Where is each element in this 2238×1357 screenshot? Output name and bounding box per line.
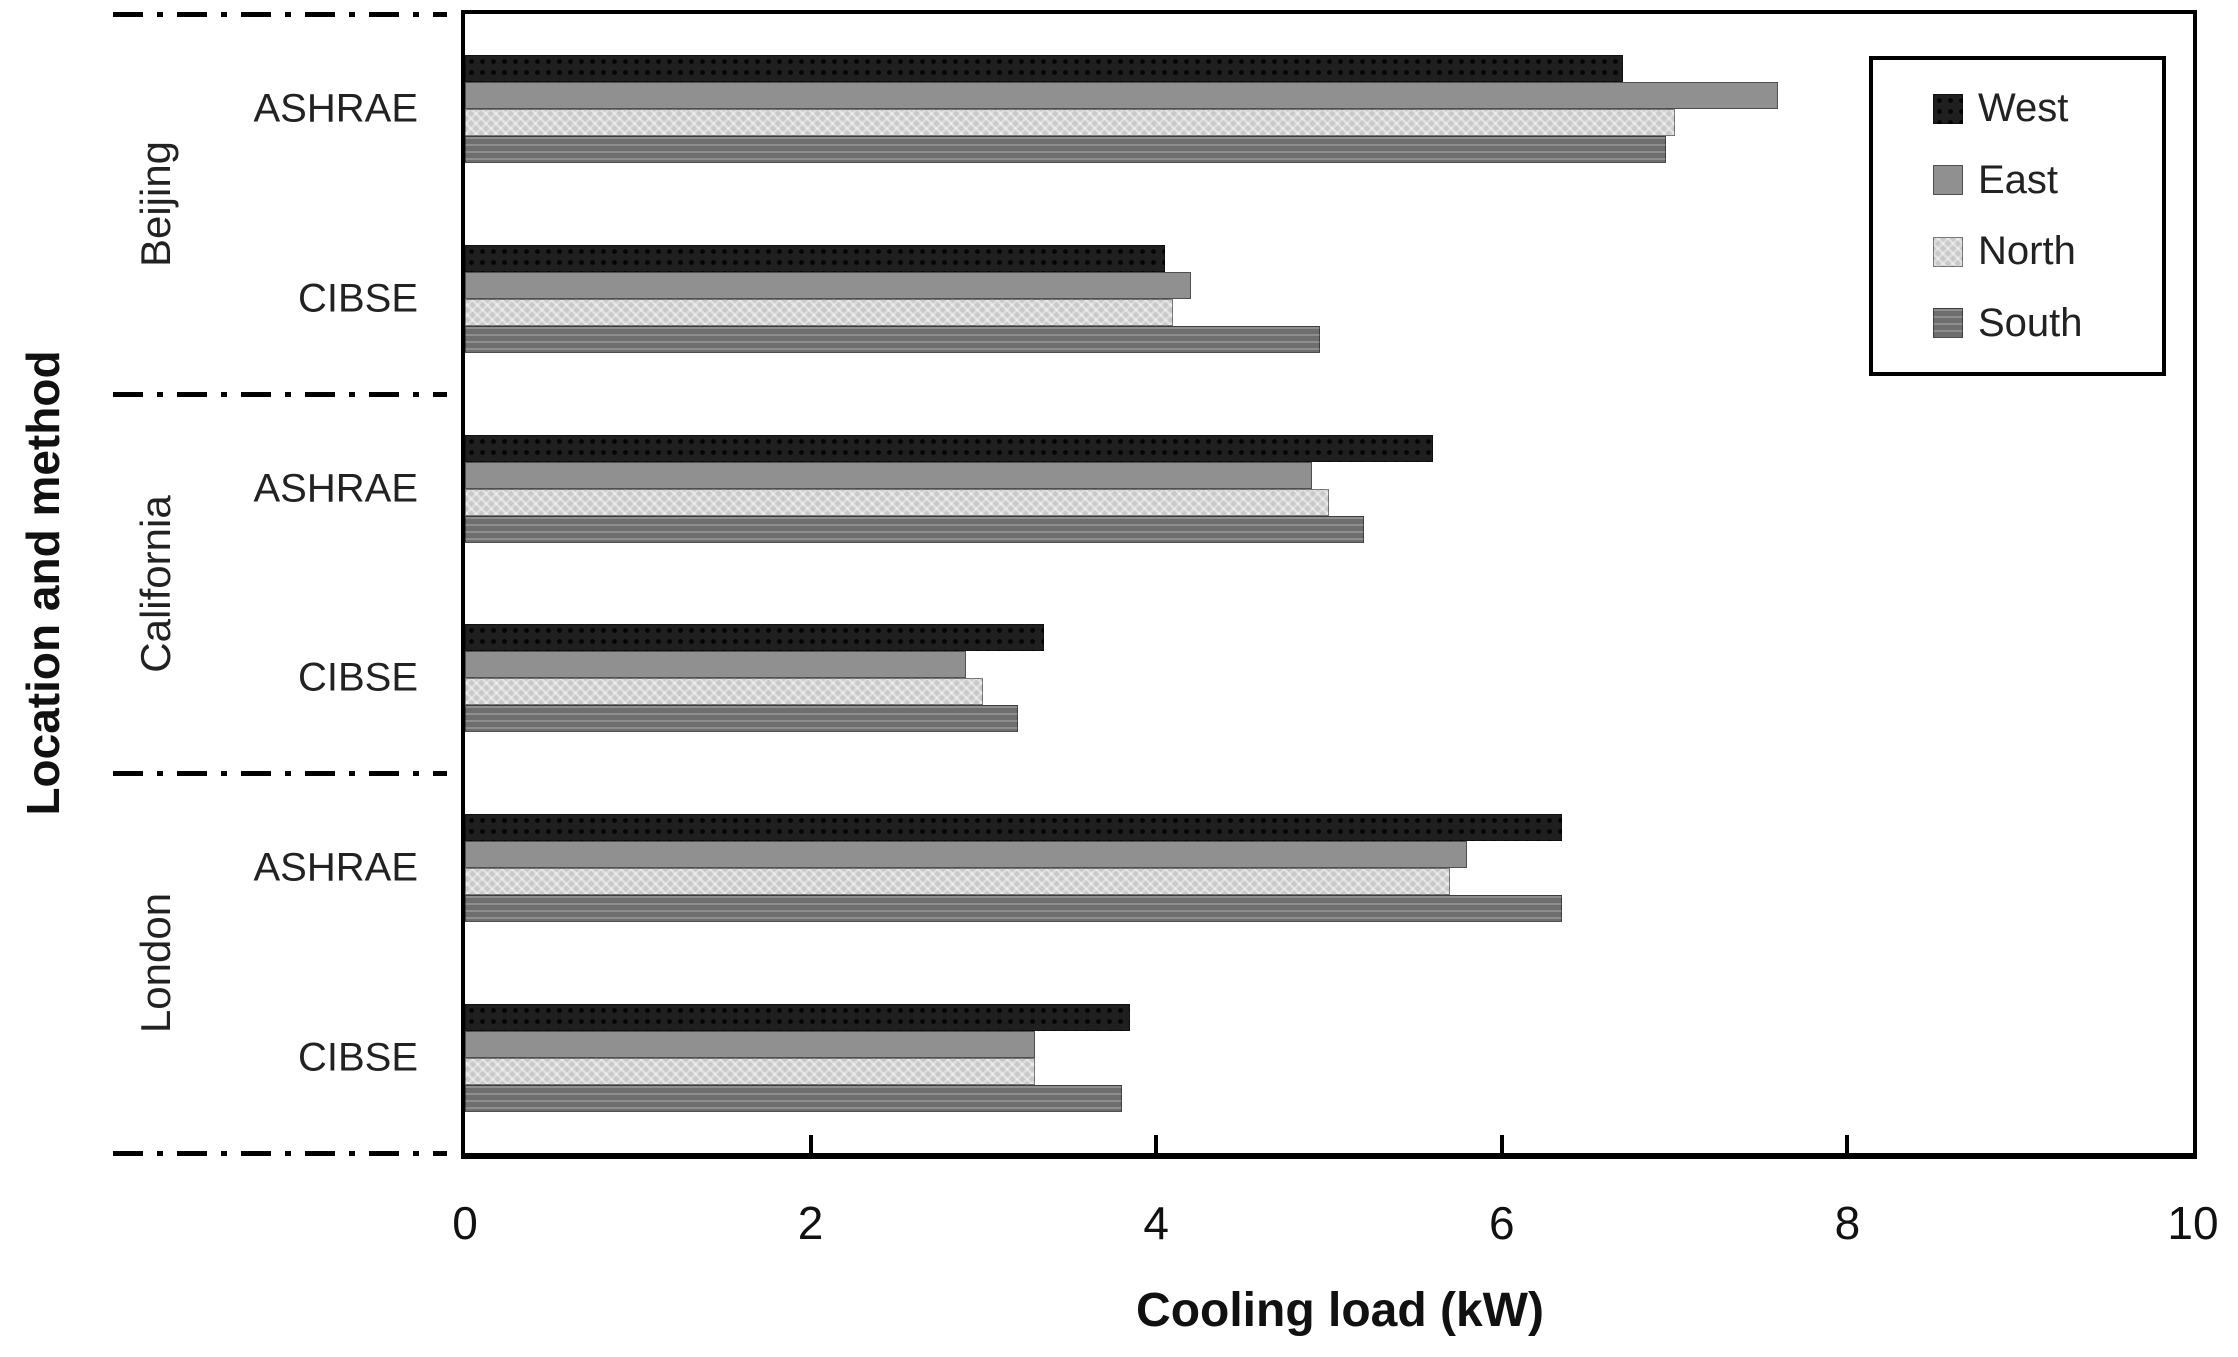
bar-london-cibse-west: [465, 1004, 1131, 1032]
method-label-beijing-cibse: CIBSE: [297, 276, 418, 321]
legend-label-west: West: [1978, 86, 2069, 131]
x-tick-label-6: 6: [1489, 1197, 1515, 1249]
bar-beijing-cibse-north: [465, 298, 1174, 326]
legend-label-north: North: [1978, 229, 2076, 274]
bar-california-ashrae-south: [465, 515, 1364, 543]
bar-beijing-cibse-west: [465, 244, 1165, 272]
x-tick-label-10: 10: [2167, 1197, 2219, 1249]
group-label-beijing: Beijing: [132, 140, 179, 267]
method-label-california-cibse: CIBSE: [297, 655, 418, 700]
bar-london-ashrae-north: [465, 868, 1450, 896]
east-series-swatch: [1933, 165, 1963, 196]
bar-california-ashrae-west: [465, 434, 1433, 462]
method-label-london-ashrae: ASHRAE: [253, 845, 419, 890]
bar-beijing-ashrae-north: [465, 108, 1675, 136]
bar-california-cibse-south: [465, 705, 1018, 733]
x-tick-label-2: 2: [797, 1197, 824, 1249]
x-axis-tick-8: [1845, 1135, 1850, 1153]
bar-california-cibse-north: [465, 678, 984, 706]
method-label-london-cibse: CIBSE: [297, 1035, 418, 1080]
group-divider-2: [113, 771, 447, 777]
bar-london-ashrae-west: [465, 814, 1563, 842]
bar-beijing-ashrae-west: [465, 54, 1623, 82]
north-series-swatch: [1933, 236, 1963, 267]
legend: West East North South: [1869, 56, 2166, 376]
x-tick-label-0: 0: [452, 1197, 478, 1249]
legend-label-south: South: [1978, 300, 2083, 345]
bar-london-cibse-north: [465, 1058, 1036, 1086]
x-axis-tick-4: [1154, 1135, 1159, 1153]
bar-london-cibse-south: [465, 1085, 1122, 1113]
legend-entry-north: North: [1933, 229, 2162, 274]
bar-beijing-ashrae-south: [465, 135, 1666, 163]
bar-california-cibse-east: [465, 651, 967, 679]
y-axis-title: Location and method: [17, 350, 69, 816]
method-label-california-ashrae: ASHRAE: [253, 466, 419, 511]
bar-california-cibse-west: [465, 624, 1044, 652]
x-axis-title: Cooling load (kW): [1136, 1284, 1544, 1337]
bar-beijing-ashrae-east: [465, 81, 1779, 109]
bar-beijing-cibse-east: [465, 271, 1191, 299]
bar-london-ashrae-east: [465, 841, 1468, 869]
bar-california-ashrae-east: [465, 461, 1312, 489]
legend-entry-west: West: [1933, 86, 2162, 131]
group-divider-1: [113, 391, 447, 397]
x-axis-tick-6: [1499, 1135, 1504, 1153]
bar-london-cibse-east: [465, 1031, 1036, 1059]
bar-california-ashrae-north: [465, 488, 1329, 516]
x-tick-label-4: 4: [1143, 1197, 1169, 1249]
legend-entry-south: South: [1933, 301, 2162, 346]
legend-label-east: East: [1978, 157, 2059, 202]
x-tick-label-8: 8: [1834, 1197, 1861, 1249]
south-series-swatch: [1933, 308, 1963, 339]
group-label-california: California: [132, 494, 179, 673]
x-axis-tick-2: [808, 1135, 813, 1153]
west-series-swatch: [1933, 93, 1963, 124]
bar-london-ashrae-south: [465, 895, 1563, 923]
bar-beijing-cibse-south: [465, 325, 1321, 353]
group-divider-0: [113, 12, 447, 17]
group-label-london: London: [132, 893, 179, 1034]
legend-entry-east: East: [1933, 158, 2162, 203]
group-divider-3: [113, 1151, 447, 1156]
method-label-beijing-ashrae: ASHRAE: [253, 86, 419, 131]
